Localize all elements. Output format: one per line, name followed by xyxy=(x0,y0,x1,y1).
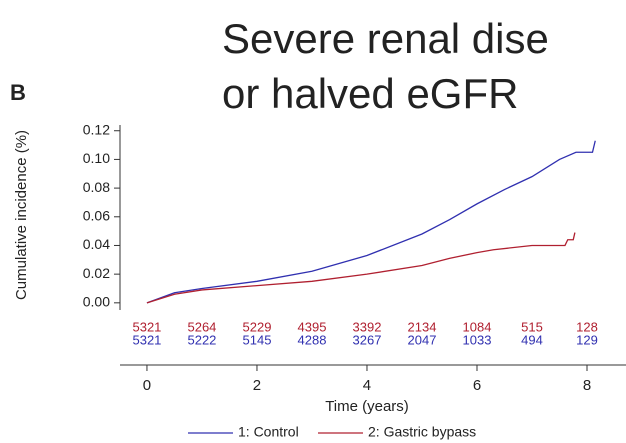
y-tick-label: 0.12 xyxy=(83,121,110,137)
at-risk-count: 5321 xyxy=(132,332,161,347)
title-line: or halved eGFR xyxy=(222,70,518,117)
at-risk-count: 5321 xyxy=(132,319,161,334)
at-risk-count: 5222 xyxy=(187,332,216,347)
at-risk-count: 1084 xyxy=(463,319,492,334)
y-tick-label: 0.04 xyxy=(83,236,110,252)
x-tick-label: 4 xyxy=(363,377,371,394)
x-tick-label: 8 xyxy=(583,377,591,394)
at-risk-count: 129 xyxy=(576,332,598,347)
x-tick-label: 2 xyxy=(253,377,261,394)
at-risk-count: 1033 xyxy=(463,332,492,347)
x-tick-label: 6 xyxy=(473,377,481,394)
series-line xyxy=(146,232,576,304)
at-risk-count: 4288 xyxy=(298,332,327,347)
x-tick-label: 0 xyxy=(143,377,151,394)
series-line xyxy=(146,140,596,304)
at-risk-count: 3392 xyxy=(353,319,382,334)
y-tick-label: 0.10 xyxy=(83,150,110,166)
at-risk-count: 2047 xyxy=(408,332,437,347)
x-axis-label: Time (years) xyxy=(325,398,409,415)
panel-label: B xyxy=(10,80,26,105)
y-axis-label: Cumulative incidence (%) xyxy=(13,130,30,300)
y-tick-label: 0.00 xyxy=(83,294,110,310)
y-tick-label: 0.06 xyxy=(83,207,110,223)
at-risk-count: 5145 xyxy=(243,332,272,347)
legend-label: 2: Gastric bypass xyxy=(368,424,476,440)
y-tick-label: 0.08 xyxy=(83,179,110,195)
at-risk-count: 128 xyxy=(576,319,598,334)
at-risk-count: 515 xyxy=(521,319,543,334)
at-risk-count: 5229 xyxy=(243,319,272,334)
legend-label: 1: Control xyxy=(238,424,299,440)
y-tick-label: 0.02 xyxy=(83,265,110,281)
title-line: Severe renal dise xyxy=(222,15,549,62)
at-risk-count: 3267 xyxy=(353,332,382,347)
at-risk-count: 494 xyxy=(521,332,543,347)
at-risk-count: 4395 xyxy=(298,319,327,334)
at-risk-count: 5264 xyxy=(187,319,216,334)
at-risk-count: 2134 xyxy=(408,319,437,334)
